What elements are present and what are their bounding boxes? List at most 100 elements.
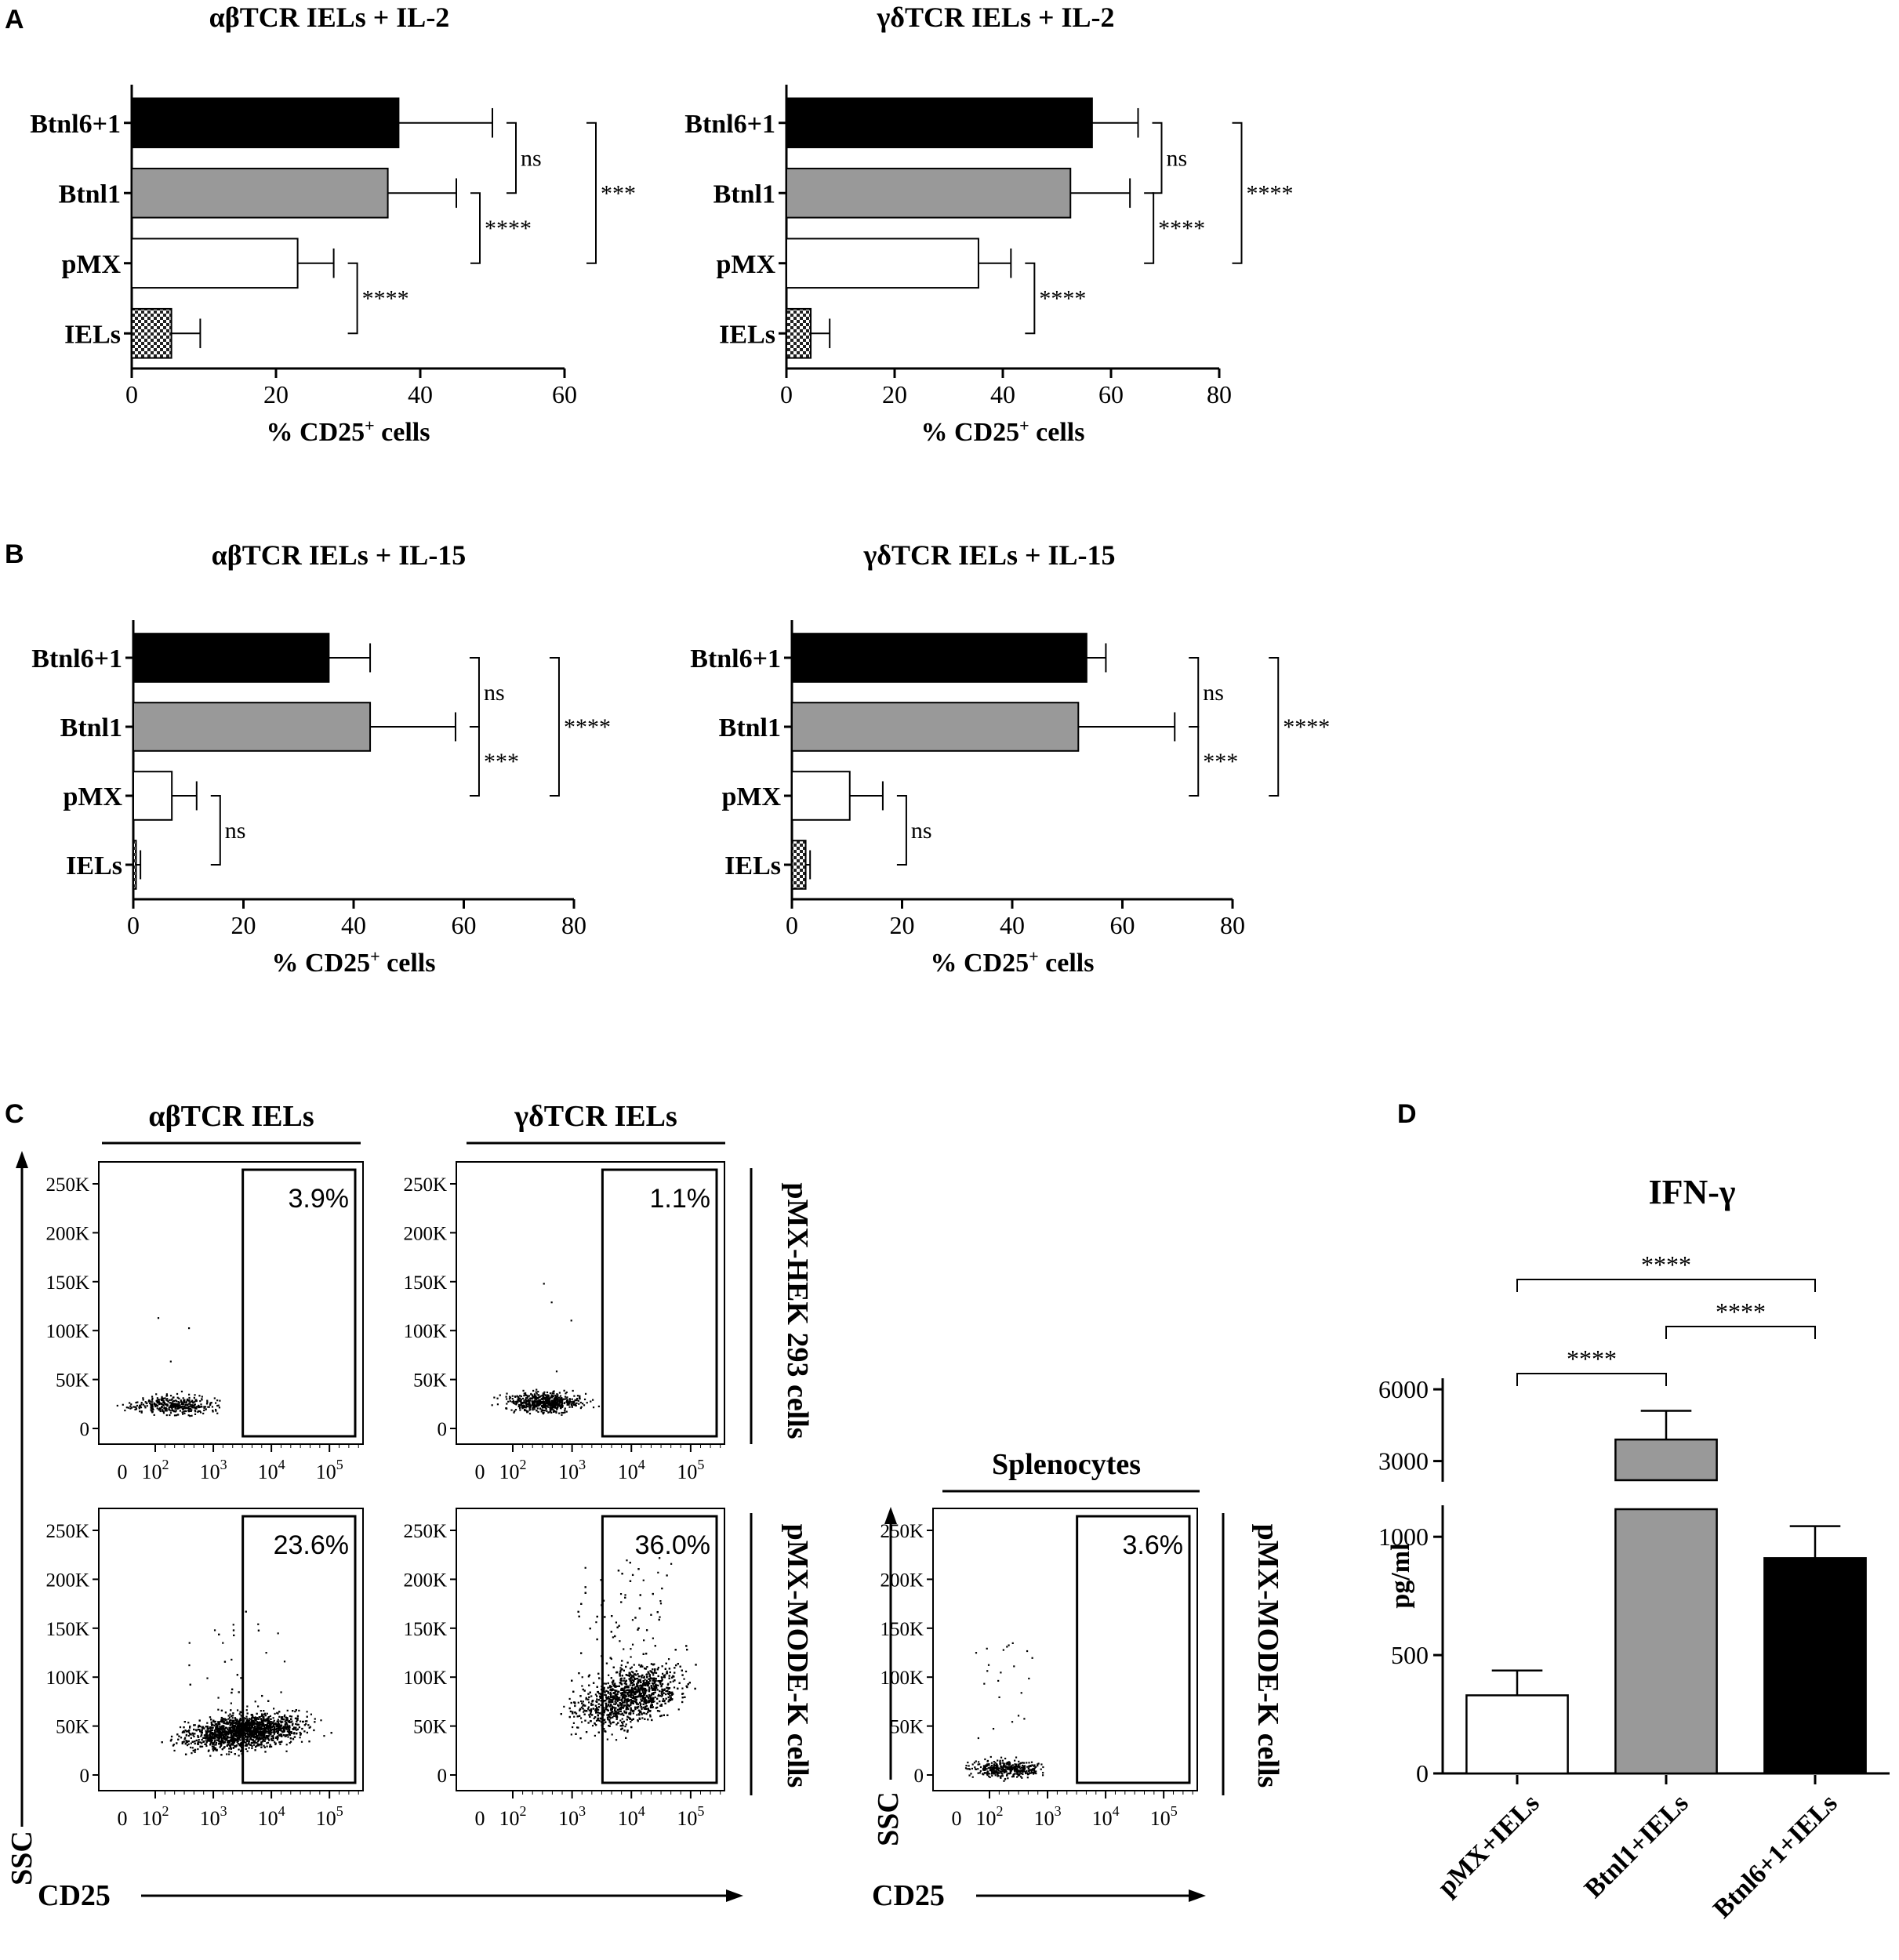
event-dot xyxy=(547,1406,550,1408)
event-dot xyxy=(251,1735,253,1738)
event-dot xyxy=(645,1689,648,1691)
event-dot xyxy=(299,1737,301,1739)
event-dot xyxy=(233,1740,235,1742)
event-dot xyxy=(210,1722,212,1726)
event-dot xyxy=(656,1706,659,1708)
event-dot xyxy=(639,1704,641,1707)
event-dot xyxy=(269,1721,272,1723)
event-dot xyxy=(528,1395,530,1397)
event-dot xyxy=(176,1405,178,1408)
event-dot xyxy=(525,1409,527,1411)
event-dot xyxy=(265,1732,267,1734)
event-dot xyxy=(160,1403,163,1405)
event-dot xyxy=(142,1397,144,1399)
event-dot xyxy=(590,1708,593,1711)
event-dot xyxy=(549,1406,551,1409)
event-dot xyxy=(140,1406,143,1409)
event-dot xyxy=(200,1405,202,1408)
chart-b-ab-il15: αβTCR IELs + IL-150 20 40 60 80% CD25+ cells… xyxy=(31,539,611,978)
event-dot xyxy=(166,1399,169,1402)
event-dot xyxy=(285,1726,288,1728)
event-dot xyxy=(248,1730,250,1732)
event-dot xyxy=(524,1408,526,1411)
event-dot xyxy=(619,1592,623,1595)
event-dot xyxy=(619,1710,621,1712)
event-dot xyxy=(307,1724,310,1726)
event-dot xyxy=(556,1403,558,1405)
significance-bracket xyxy=(1516,1279,1816,1292)
event-dot xyxy=(532,1403,534,1406)
event-dot xyxy=(245,1733,248,1735)
event-dot xyxy=(198,1410,200,1413)
event-dot xyxy=(629,1684,631,1686)
event-dot xyxy=(554,1402,556,1405)
event-dot xyxy=(532,1403,534,1405)
event-dot xyxy=(545,1405,547,1407)
event-dot xyxy=(130,1406,133,1409)
event-dot xyxy=(256,1712,258,1715)
event-dot xyxy=(215,1744,217,1746)
event-dot xyxy=(170,1735,173,1738)
event-dot xyxy=(246,1730,249,1733)
event-dot xyxy=(525,1397,528,1399)
event-dot xyxy=(620,1702,623,1704)
event-dot xyxy=(525,1403,528,1405)
event-dot xyxy=(294,1728,296,1730)
event-dot xyxy=(267,1716,270,1719)
event-dot xyxy=(271,1745,273,1748)
event-dot xyxy=(251,1719,253,1722)
event-dot xyxy=(553,1390,555,1392)
event-dot xyxy=(264,1727,267,1730)
event-dot xyxy=(227,1715,230,1717)
event-dot xyxy=(231,1715,233,1717)
event-dot xyxy=(525,1404,528,1406)
event-dot xyxy=(587,1706,590,1708)
event-dot xyxy=(257,1735,260,1737)
event-dot xyxy=(573,1715,576,1718)
event-dot xyxy=(521,1407,524,1410)
event-dot xyxy=(218,1732,221,1735)
event-dot xyxy=(162,1399,164,1402)
event-dot xyxy=(588,1714,590,1716)
event-dot xyxy=(193,1404,195,1406)
x-axis-title: % CD25+ cells xyxy=(267,416,430,447)
event-dot xyxy=(536,1396,539,1399)
event-dot xyxy=(245,1730,248,1732)
event-dot xyxy=(571,1406,573,1408)
event-dot xyxy=(201,1730,203,1733)
event-dot xyxy=(234,1726,236,1728)
event-dot xyxy=(222,1730,224,1733)
event-dot xyxy=(187,1414,190,1417)
chart-a-gd-il2: γδTCR IELs + IL-20 20 40 60 80% CD25+ cellsB… xyxy=(684,2,1293,447)
event-dot xyxy=(249,1730,252,1733)
event-dot xyxy=(611,1733,613,1736)
event-dot xyxy=(583,1404,586,1406)
event-dot xyxy=(603,1711,605,1714)
event-dot xyxy=(205,1744,208,1748)
event-dot xyxy=(261,1694,263,1697)
event-dot xyxy=(280,1722,282,1724)
event-dot xyxy=(543,1397,545,1399)
event-dot xyxy=(630,1666,634,1668)
event-dot xyxy=(266,1730,268,1733)
event-dot xyxy=(202,1737,205,1739)
event-dot xyxy=(608,1716,611,1719)
event-dot xyxy=(209,1730,211,1733)
event-dot xyxy=(271,1735,273,1737)
event-dot xyxy=(275,1737,278,1739)
event-dot xyxy=(547,1411,550,1414)
event-dot xyxy=(129,1407,132,1410)
event-dot xyxy=(513,1411,515,1414)
event-dot xyxy=(223,1718,226,1720)
event-dot xyxy=(173,1749,176,1752)
event-dot xyxy=(216,1722,218,1726)
event-dot xyxy=(237,1725,239,1727)
event-dot xyxy=(259,1727,262,1730)
significance-bracket xyxy=(1516,1373,1667,1386)
event-dot xyxy=(622,1725,624,1727)
event-dot xyxy=(194,1410,196,1412)
event-dot xyxy=(553,1403,555,1405)
significance-bracket xyxy=(549,657,560,797)
event-dot xyxy=(280,1720,282,1722)
event-dot xyxy=(230,1702,232,1704)
